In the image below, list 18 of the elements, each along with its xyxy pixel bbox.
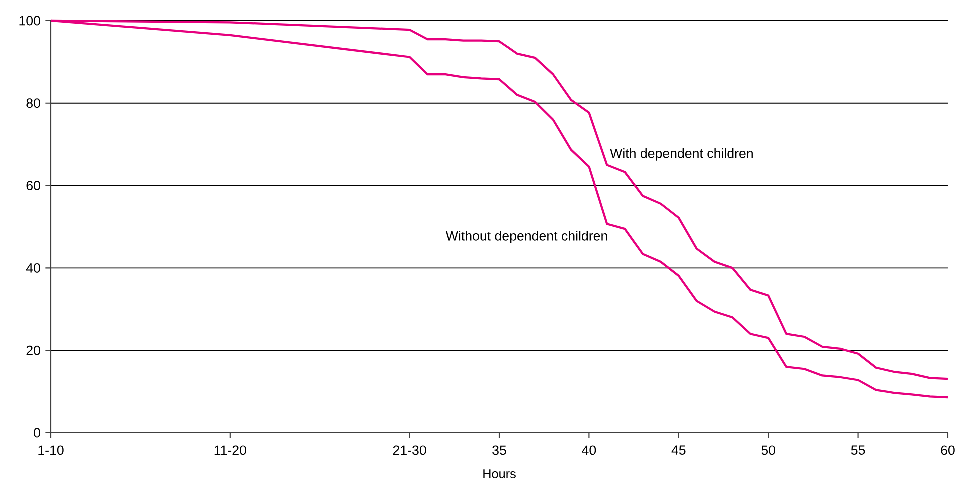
y-tick-label: 40 <box>26 263 40 273</box>
y-tick-label: 60 <box>26 181 40 191</box>
x-tick-label: 50 <box>762 446 776 456</box>
x-axis-title: Hours <box>484 470 516 478</box>
x-tick-label: 60 <box>941 446 955 456</box>
x-tick-label: 21-30 <box>393 446 426 456</box>
x-tick-label: 45 <box>672 446 686 455</box>
x-tick-label: 40 <box>582 446 596 456</box>
series-label: Without dependent children <box>446 231 608 244</box>
y-tick-label: 100 <box>20 16 40 26</box>
x-tick-label: 11-20 <box>214 446 246 456</box>
x-tick-label: 55 <box>851 446 866 455</box>
y-tick-label: 0 <box>34 428 40 438</box>
x-tick-label: 35 <box>492 446 506 456</box>
y-tick-label: 20 <box>26 346 40 356</box>
y-tick-label: 80 <box>26 98 40 108</box>
series-label: With dependent children <box>610 148 753 161</box>
x-tick-label: 1-10 <box>38 446 64 456</box>
